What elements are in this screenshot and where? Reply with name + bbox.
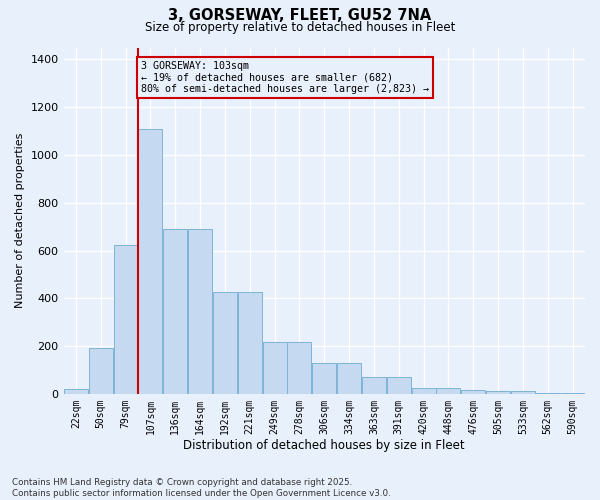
Bar	[312, 363, 337, 394]
Text: Size of property relative to detached houses in Fleet: Size of property relative to detached ho…	[145, 21, 455, 34]
Bar	[337, 363, 361, 394]
Bar	[263, 342, 287, 394]
Bar	[560, 393, 584, 394]
Bar	[163, 229, 187, 394]
Bar	[387, 377, 411, 394]
Text: Contains HM Land Registry data © Crown copyright and database right 2025.
Contai: Contains HM Land Registry data © Crown c…	[12, 478, 391, 498]
Bar	[536, 393, 560, 394]
Bar	[113, 244, 137, 394]
Bar	[287, 342, 311, 394]
Bar	[213, 292, 237, 394]
Bar	[64, 389, 88, 394]
Text: 3, GORSEWAY, FLEET, GU52 7NA: 3, GORSEWAY, FLEET, GU52 7NA	[169, 8, 431, 22]
Bar	[139, 128, 163, 394]
Bar	[238, 292, 262, 394]
Bar	[188, 229, 212, 394]
Bar	[436, 388, 460, 394]
Text: 3 GORSEWAY: 103sqm
← 19% of detached houses are smaller (682)
80% of semi-detach: 3 GORSEWAY: 103sqm ← 19% of detached hou…	[140, 60, 428, 94]
X-axis label: Distribution of detached houses by size in Fleet: Distribution of detached houses by size …	[184, 440, 465, 452]
Bar	[362, 377, 386, 394]
Bar	[461, 390, 485, 394]
Bar	[511, 392, 535, 394]
Y-axis label: Number of detached properties: Number of detached properties	[15, 133, 25, 308]
Bar	[89, 348, 113, 394]
Bar	[412, 388, 436, 394]
Bar	[486, 392, 510, 394]
